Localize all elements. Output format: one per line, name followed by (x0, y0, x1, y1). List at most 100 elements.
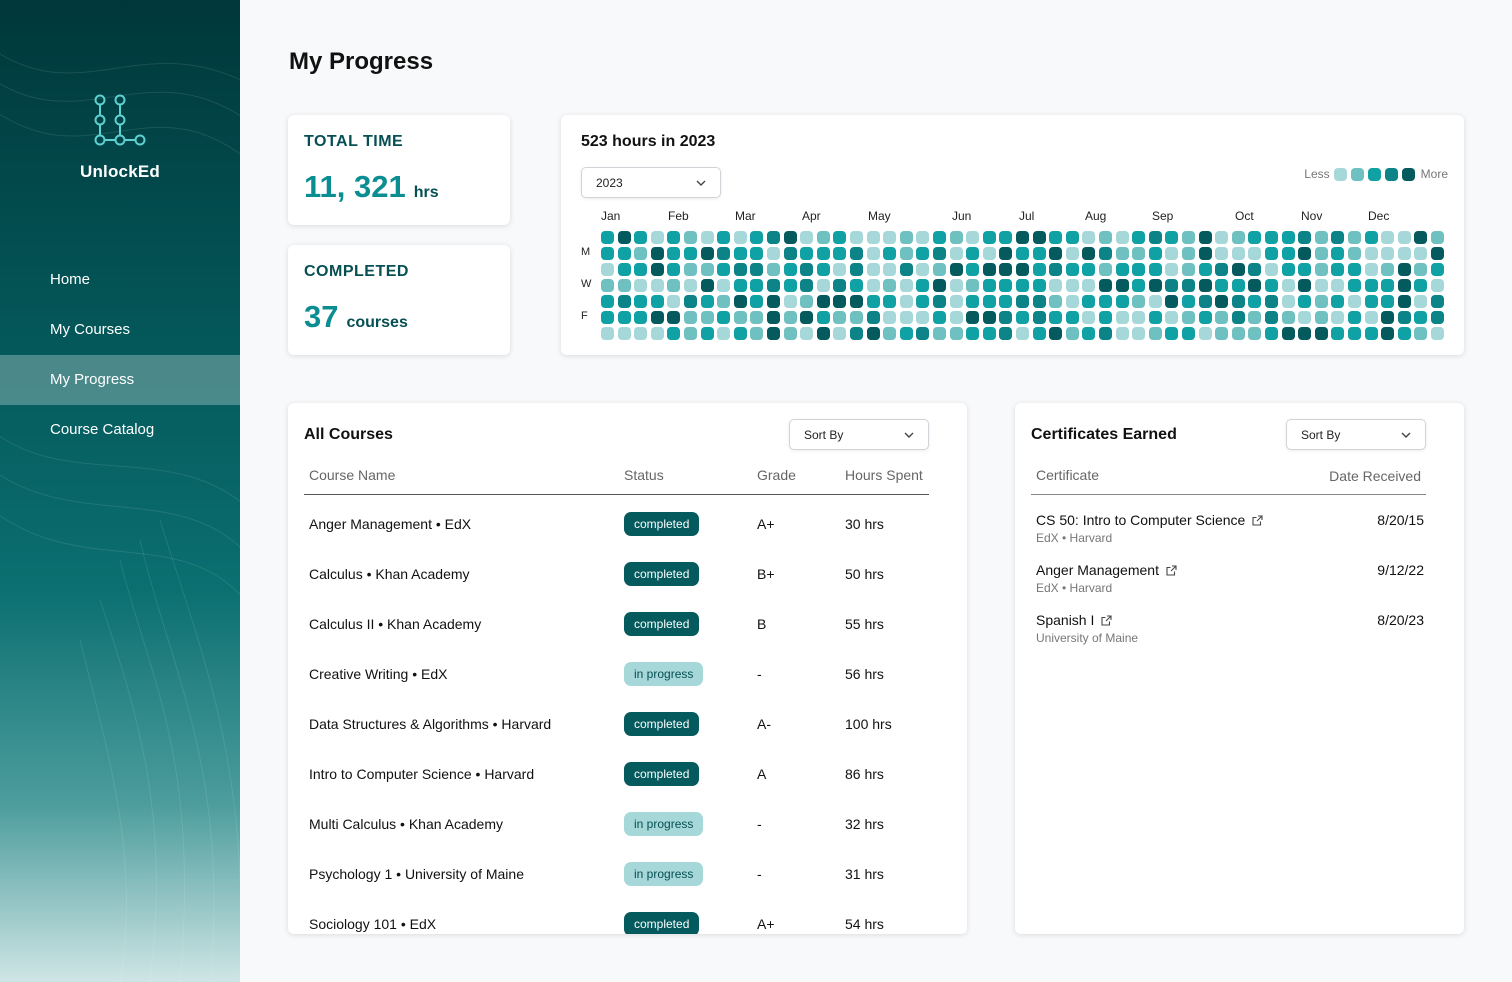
heatmap-cell[interactable] (1215, 295, 1229, 308)
heatmap-cell[interactable] (1065, 231, 1079, 244)
heatmap-cell[interactable] (1198, 311, 1212, 324)
heatmap-cell[interactable] (1049, 263, 1063, 276)
heatmap-cell[interactable] (966, 327, 980, 340)
heatmap-cell[interactable] (767, 279, 780, 292)
heatmap-cell[interactable] (1265, 279, 1278, 292)
heatmap-cell[interactable] (1231, 263, 1245, 276)
certificates-sort-select[interactable]: Sort By (1286, 419, 1426, 450)
heatmap-cell[interactable] (850, 231, 863, 244)
nav-item-my-progress[interactable]: My Progress (0, 355, 240, 405)
heatmap-cell[interactable] (866, 231, 880, 244)
heatmap-cell[interactable] (1148, 311, 1162, 324)
heatmap-cell[interactable] (1364, 247, 1378, 260)
heatmap-cell[interactable] (800, 279, 814, 292)
heatmap-cell[interactable] (1215, 311, 1229, 324)
table-row[interactable]: Sociology 101 • EdX completed A+ 54 hrs (288, 899, 967, 934)
course-name[interactable]: Psychology 1 • University of Maine (309, 866, 524, 882)
heatmap-cell[interactable] (700, 295, 714, 308)
heatmap-cell[interactable] (1182, 231, 1195, 244)
heatmap-cell[interactable] (1314, 311, 1328, 324)
heatmap-cell[interactable] (684, 327, 697, 340)
heatmap-cell[interactable] (1397, 247, 1411, 260)
heatmap-cell[interactable] (1231, 231, 1245, 244)
course-name[interactable]: Calculus II • Khan Academy (309, 616, 482, 632)
heatmap-cell[interactable] (800, 295, 814, 308)
heatmap-cell[interactable] (1099, 311, 1112, 324)
heatmap-cell[interactable] (800, 311, 814, 324)
heatmap-cell[interactable] (1049, 295, 1063, 308)
heatmap-cell[interactable] (1099, 279, 1112, 292)
heatmap-cell[interactable] (1298, 311, 1312, 324)
heatmap-cell[interactable] (1182, 279, 1195, 292)
heatmap-cell[interactable] (1182, 295, 1195, 308)
heatmap-cell[interactable] (717, 295, 731, 308)
heatmap-cell[interactable] (1314, 279, 1328, 292)
heatmap-cell[interactable] (1331, 231, 1345, 244)
heatmap-cell[interactable] (1314, 327, 1328, 340)
heatmap-cell[interactable] (883, 327, 897, 340)
heatmap-cell[interactable] (1198, 247, 1212, 260)
heatmap-cell[interactable] (1165, 295, 1179, 308)
heatmap-cell[interactable] (999, 295, 1013, 308)
heatmap-cell[interactable] (733, 279, 747, 292)
heatmap-cell[interactable] (1016, 311, 1029, 324)
heatmap-cell[interactable] (1381, 263, 1395, 276)
col-header-grade[interactable]: Grade (757, 467, 796, 483)
table-row[interactable]: Data Structures & Algorithms • Harvard c… (288, 699, 967, 749)
heatmap-cell[interactable] (1032, 311, 1046, 324)
heatmap-cell[interactable] (850, 327, 863, 340)
heatmap-cell[interactable] (601, 231, 614, 244)
heatmap-cell[interactable] (816, 231, 830, 244)
heatmap-cell[interactable] (750, 247, 764, 260)
heatmap-cell[interactable] (733, 247, 747, 260)
heatmap-cell[interactable] (816, 263, 830, 276)
heatmap-cell[interactable] (1314, 247, 1328, 260)
heatmap-cell[interactable] (833, 295, 847, 308)
heatmap-cell[interactable] (883, 231, 897, 244)
heatmap-cell[interactable] (1182, 247, 1195, 260)
heatmap-cell[interactable] (899, 247, 913, 260)
heatmap-cell[interactable] (916, 247, 930, 260)
heatmap-cell[interactable] (866, 247, 880, 260)
heatmap-cell[interactable] (949, 327, 963, 340)
heatmap-cell[interactable] (1348, 231, 1361, 244)
heatmap-cell[interactable] (650, 295, 664, 308)
heatmap-cell[interactable] (1082, 231, 1096, 244)
heatmap-cell[interactable] (700, 247, 714, 260)
heatmap-cell[interactable] (933, 295, 946, 308)
heatmap-cell[interactable] (733, 295, 747, 308)
heatmap-cell[interactable] (949, 295, 963, 308)
heatmap-cell[interactable] (1065, 311, 1079, 324)
course-name[interactable]: Creative Writing • EdX (309, 666, 448, 682)
heatmap-cell[interactable] (833, 247, 847, 260)
heatmap-cell[interactable] (982, 263, 996, 276)
heatmap-cell[interactable] (1314, 231, 1328, 244)
heatmap-cell[interactable] (783, 263, 797, 276)
heatmap-cell[interactable] (767, 263, 780, 276)
heatmap-cell[interactable] (1016, 327, 1029, 340)
heatmap-cell[interactable] (1099, 231, 1112, 244)
certificate-name[interactable]: CS 50: Intro to Computer Science (1036, 512, 1263, 528)
heatmap-cell[interactable] (750, 263, 764, 276)
heatmap-cell[interactable] (733, 231, 747, 244)
heatmap-cell[interactable] (1148, 247, 1162, 260)
heatmap-cell[interactable] (1231, 311, 1245, 324)
heatmap-cell[interactable] (850, 311, 863, 324)
heatmap-cell[interactable] (684, 263, 697, 276)
heatmap-cell[interactable] (717, 279, 731, 292)
heatmap-cell[interactable] (1032, 279, 1046, 292)
heatmap-cell[interactable] (1032, 295, 1046, 308)
heatmap-cell[interactable] (1414, 295, 1428, 308)
table-row[interactable]: Psychology 1 • University of Maine in pr… (288, 849, 967, 899)
heatmap-cell[interactable] (1298, 247, 1312, 260)
course-name[interactable]: Calculus • Khan Academy (309, 566, 470, 582)
heatmap-cell[interactable] (1182, 327, 1195, 340)
course-name[interactable]: Multi Calculus • Khan Academy (309, 816, 503, 832)
heatmap-cell[interactable] (850, 247, 863, 260)
col-header-hours[interactable]: Hours Spent (845, 467, 923, 483)
heatmap-cell[interactable] (767, 247, 780, 260)
heatmap-cell[interactable] (1215, 327, 1229, 340)
heatmap-cell[interactable] (1431, 279, 1444, 292)
heatmap-cell[interactable] (1414, 247, 1428, 260)
heatmap-cell[interactable] (1281, 311, 1295, 324)
